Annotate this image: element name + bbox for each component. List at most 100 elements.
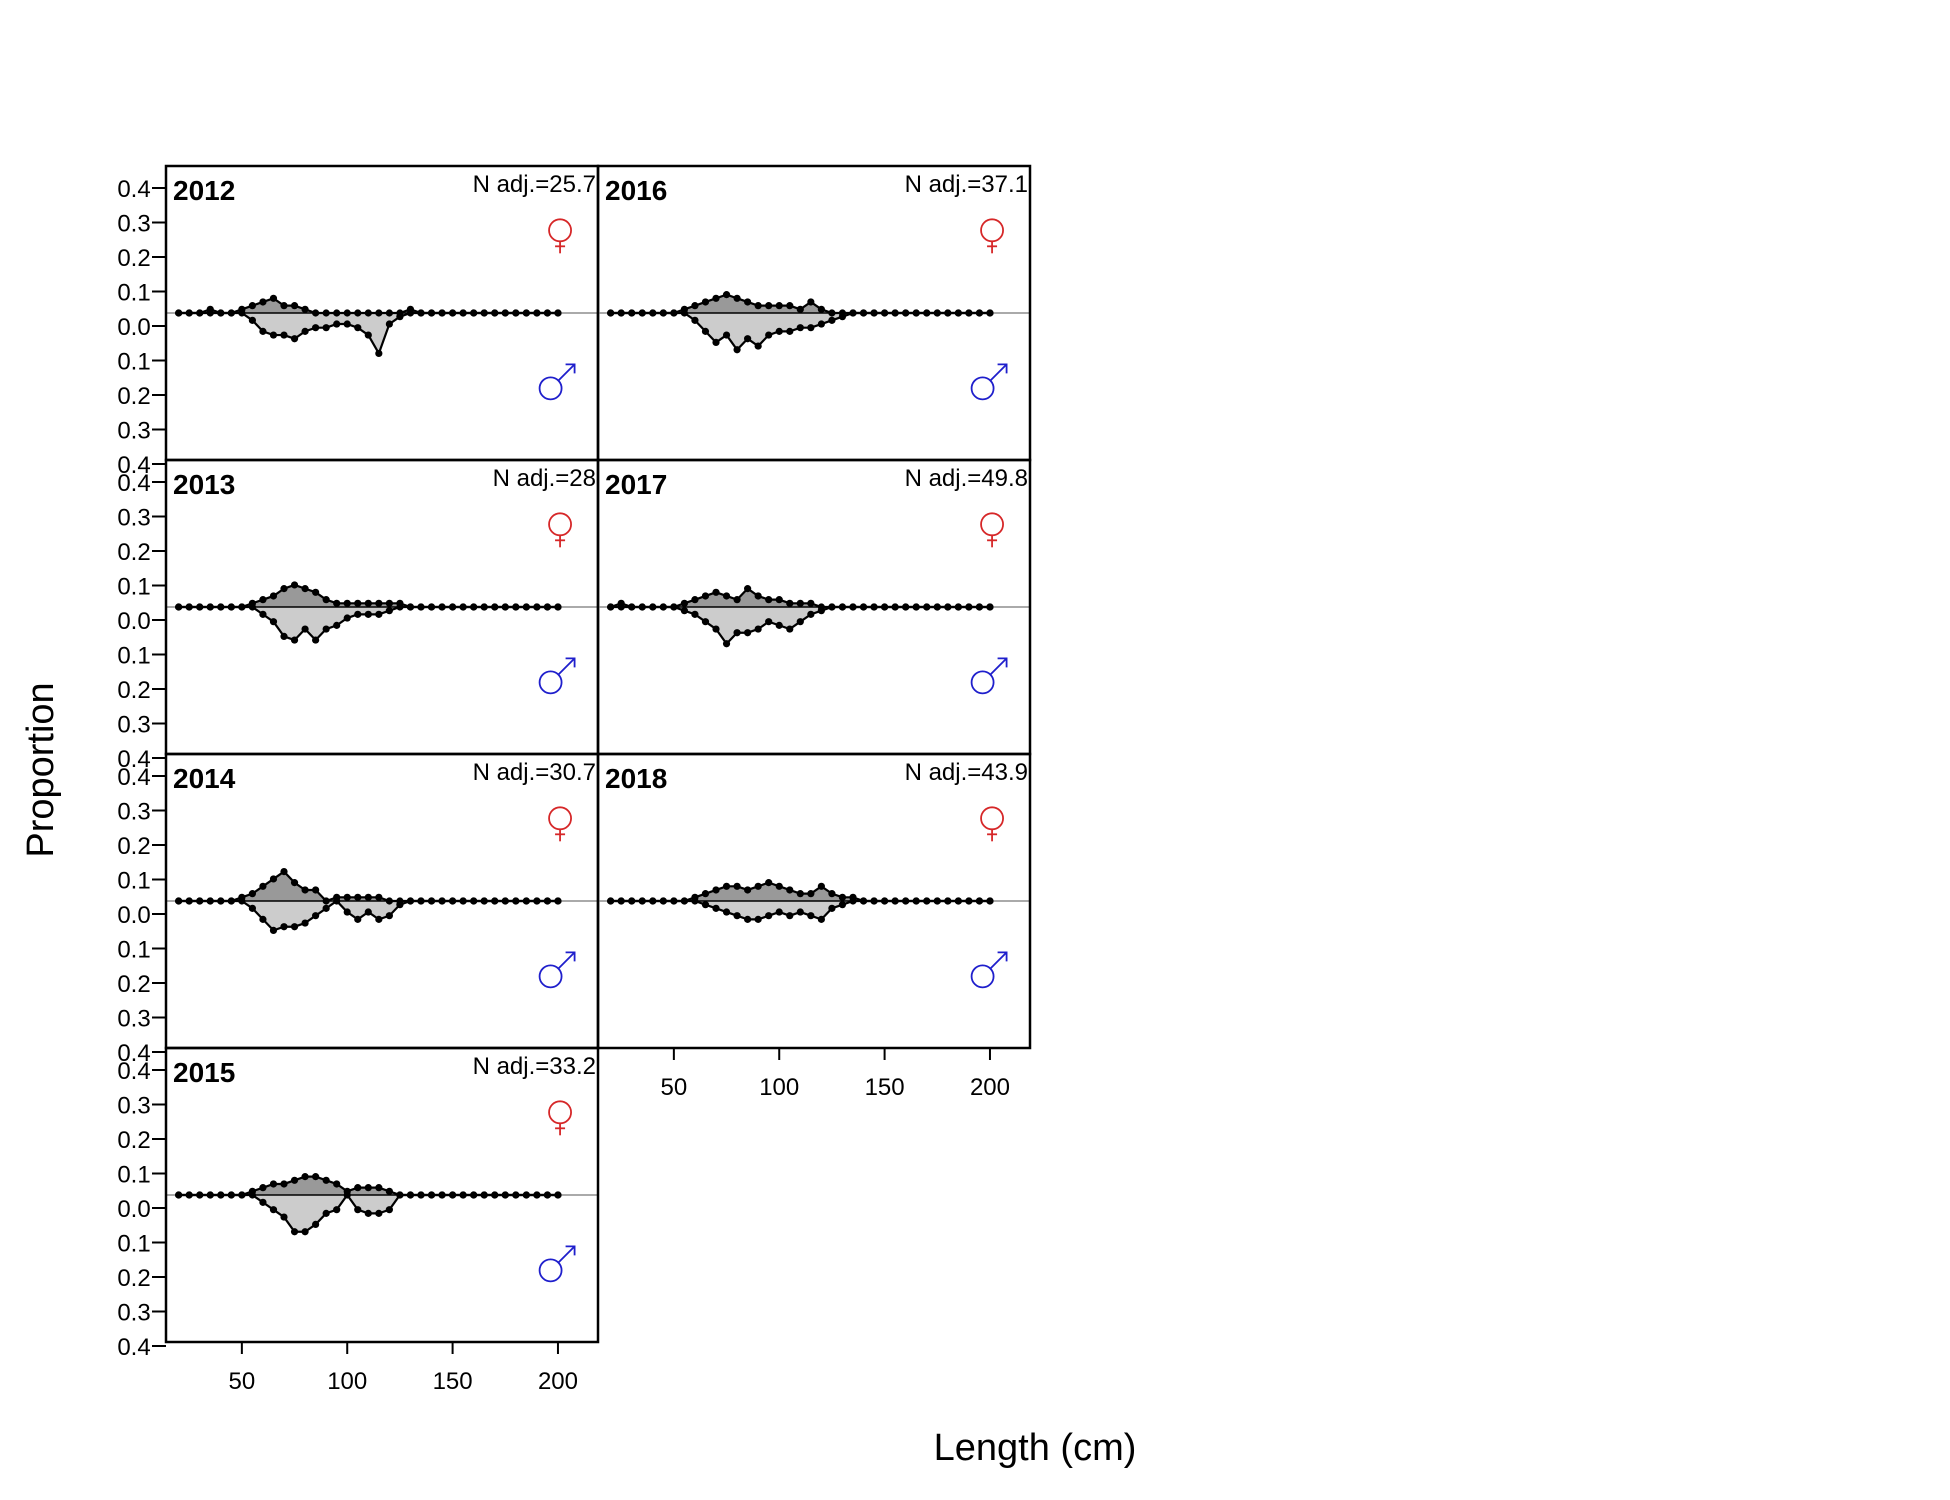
female-point (312, 886, 320, 894)
male-point (870, 309, 878, 317)
female-symbol-icon (548, 218, 572, 254)
male-point (796, 618, 804, 626)
female-point (712, 886, 720, 894)
female-point (701, 592, 710, 600)
male-point (501, 309, 509, 317)
female-point (385, 309, 393, 317)
male-point (880, 897, 889, 905)
y-tick-label: 0.1 (117, 643, 150, 670)
female-point (733, 294, 741, 302)
male-point (480, 603, 488, 611)
male-point (354, 324, 362, 332)
female-point (828, 309, 836, 317)
male-point (923, 309, 931, 317)
male-point (290, 1228, 299, 1236)
male-point (417, 603, 425, 611)
female-point (765, 879, 773, 887)
male-symbol-shaft (989, 363, 1008, 381)
panel-year-label: 2015 (173, 1057, 235, 1088)
female-point (722, 291, 731, 299)
male-symbol-ring (970, 670, 995, 695)
male-symbol-ring (538, 964, 563, 989)
female-area (178, 1176, 558, 1195)
panel-nadj-label: N adj.=33.2 (473, 1053, 596, 1080)
male-symbol-ring (970, 376, 995, 401)
male-symbol-ring (538, 670, 563, 695)
male-point (849, 603, 857, 611)
male-point (807, 324, 815, 332)
female-point (817, 882, 825, 890)
male-point (701, 327, 710, 335)
y-tick-label: 0.2 (117, 245, 150, 272)
male-point (385, 912, 393, 920)
y-tick-label: 0.4 (117, 470, 150, 497)
male-point (438, 1191, 446, 1199)
female-point (248, 890, 256, 898)
male-point (185, 897, 193, 905)
male-symbol-arrowhead (565, 1245, 576, 1256)
female-symbol-ring (980, 218, 1004, 243)
y-tick-label: 0.1 (117, 1231, 150, 1258)
male-symbol-ring (970, 964, 995, 989)
female-point (290, 879, 299, 887)
male-point (196, 897, 204, 905)
male-point (269, 618, 278, 626)
male-point (185, 309, 193, 317)
male-point (522, 897, 530, 905)
female-point (312, 588, 320, 596)
y-axis-title: Proportion (20, 682, 62, 857)
female-point (807, 298, 815, 306)
female-point (375, 599, 383, 607)
female-point (796, 599, 804, 607)
male-point (175, 309, 183, 317)
male-point (185, 603, 193, 611)
male-point (944, 309, 952, 317)
y-tick-label: 0.2 (117, 833, 150, 860)
y-tick-label: 0.2 (117, 1265, 150, 1292)
panel-nadj-label: N adj.=25.7 (473, 171, 596, 198)
male-symbol-shaft (989, 657, 1008, 675)
female-point (301, 1173, 309, 1181)
male-point (533, 309, 541, 317)
male-symbol-icon (538, 657, 576, 695)
male-point (354, 1206, 362, 1214)
male-point (322, 625, 330, 633)
male-point (470, 603, 478, 611)
y-tick-label: 0.4 (117, 746, 150, 773)
y-tick-label: 0.4 (117, 1058, 150, 1085)
male-symbol-arrowhead (565, 951, 576, 962)
male-point (343, 614, 351, 622)
male-point (312, 324, 320, 332)
female-point (744, 298, 752, 306)
male-point (301, 625, 309, 633)
male-point (533, 603, 541, 611)
y-tick-label: 0.0 (117, 314, 150, 341)
female-point (354, 1184, 362, 1192)
male-area (178, 901, 558, 931)
y-tick-label: 0.4 (117, 1334, 150, 1361)
male-point (375, 1209, 383, 1217)
female-point (744, 585, 752, 593)
male-point (880, 603, 889, 611)
male-point (775, 908, 783, 916)
male-point (891, 309, 899, 317)
male-point (638, 309, 646, 317)
male-point (470, 897, 478, 905)
male-area (610, 607, 990, 644)
male-point (385, 320, 393, 328)
male-point (838, 603, 847, 611)
female-point (385, 1187, 393, 1195)
y-tick-label: 0.3 (117, 712, 150, 739)
male-point (807, 610, 815, 618)
male-point (649, 603, 657, 611)
male-point (427, 897, 436, 905)
male-point (754, 625, 762, 633)
female-area (178, 298, 558, 313)
male-symbol-arrowhead (997, 951, 1008, 962)
male-point (322, 324, 330, 332)
male-point (206, 309, 214, 317)
male-point (554, 1191, 562, 1199)
y-tick-label: 0.3 (117, 1006, 150, 1033)
y-tick-label: 0.1 (117, 574, 150, 601)
male-point (712, 625, 720, 633)
